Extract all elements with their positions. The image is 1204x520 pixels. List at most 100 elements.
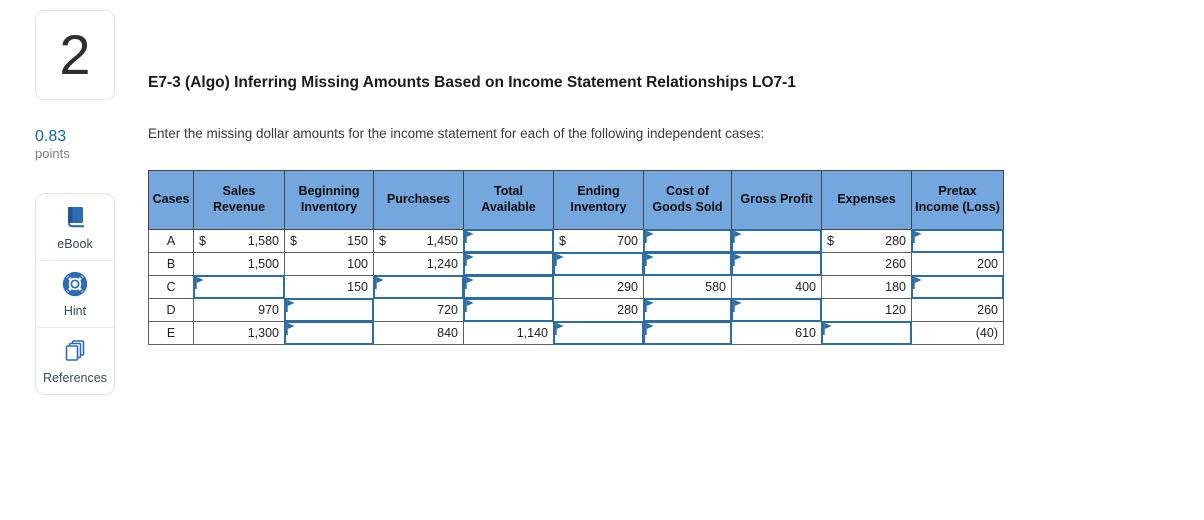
ebook-label: eBook <box>57 237 93 252</box>
amount-input-total-available-case-c[interactable] <box>463 275 554 299</box>
value-cell-purchases: 840 <box>373 321 464 345</box>
value-cell-beginning-inventory: 150 <box>284 275 374 299</box>
case-label: A <box>148 229 194 253</box>
value-cell-total-available: 1,140 <box>463 321 554 345</box>
currency-symbol: $ <box>290 234 297 248</box>
amount-input-pretax-income-loss-case-a[interactable] <box>911 229 1004 253</box>
value-cell-expenses: $280 <box>821 229 912 253</box>
hint-button[interactable]: Hint <box>36 260 114 327</box>
amount-value: 1,300 <box>247 326 279 340</box>
amount-input-purchases-case-c[interactable] <box>373 275 464 299</box>
amount-input-sales-revenue-case-c[interactable] <box>193 275 285 299</box>
amount-input-pretax-income-loss-case-c[interactable] <box>911 275 1004 299</box>
header-row: Cases Sales Revenue Beginning Inventory Pur… <box>148 170 1004 230</box>
tools-panel: eBook Hint <box>35 193 115 396</box>
value-cell-sales-revenue: 1,300 <box>193 321 285 345</box>
value-cell-expenses: 180 <box>821 275 912 299</box>
amount-value: 290 <box>617 280 638 294</box>
amount-input-expenses-case-e[interactable] <box>821 321 912 345</box>
column-header-total-available: Total Available <box>463 170 554 230</box>
column-header-purchases: Purchases <box>373 170 464 230</box>
amount-input-gross-profit-case-d[interactable] <box>731 298 822 322</box>
value-cell-gross-profit: 400 <box>731 275 822 299</box>
column-header-cost-of-goods-sold: Cost of Goods Sold <box>643 170 732 230</box>
amount-value: 700 <box>617 234 638 248</box>
input-cell-cost-of-goods-sold <box>643 252 732 276</box>
input-cell-cost-of-goods-sold <box>643 298 732 322</box>
value-cell-sales-revenue: 1,500 <box>193 252 285 276</box>
value-cell-purchases: 720 <box>373 298 464 322</box>
column-header-cases: Cases <box>148 170 194 230</box>
column-header-beginning-inventory: Beginning Inventory <box>284 170 374 230</box>
amount-value: 1,500 <box>247 257 279 271</box>
amount-value: 150 <box>347 234 368 248</box>
amount-value: 280 <box>617 303 638 317</box>
input-cell-beginning-inventory <box>284 321 374 345</box>
value-cell-cost-of-goods-sold: 580 <box>643 275 732 299</box>
input-cell-cost-of-goods-sold <box>643 229 732 253</box>
case-label: B <box>148 252 194 276</box>
amount-value: 150 <box>347 280 368 294</box>
amount-value: 200 <box>977 257 998 271</box>
amount-value: 400 <box>795 280 816 294</box>
currency-symbol: $ <box>379 234 386 248</box>
value-cell-purchases: 1,240 <box>373 252 464 276</box>
input-cell-total-available <box>463 252 554 276</box>
amount-input-ending-inventory-case-e[interactable] <box>553 321 644 345</box>
column-header-gross-profit: Gross Profit <box>731 170 822 230</box>
amount-value: 120 <box>885 303 906 317</box>
amount-input-gross-profit-case-b[interactable] <box>731 252 822 276</box>
case-row-c: C 150 290 580 400 180 <box>148 275 1004 299</box>
value-cell-sales-revenue: $1,580 <box>193 229 285 253</box>
amount-input-cost-of-goods-sold-case-d[interactable] <box>643 298 732 322</box>
value-cell-expenses: 120 <box>821 298 912 322</box>
question-number: 2 <box>59 23 91 86</box>
value-cell-beginning-inventory: 100 <box>284 252 374 276</box>
amount-input-total-available-case-b[interactable] <box>463 252 554 276</box>
value-cell-beginning-inventory: $150 <box>284 229 374 253</box>
input-cell-gross-profit <box>731 229 822 253</box>
input-cell-gross-profit <box>731 252 822 276</box>
ebook-icon <box>62 204 88 233</box>
references-icon <box>62 338 88 367</box>
value-cell-expenses: 260 <box>821 252 912 276</box>
amount-value: 970 <box>258 303 279 317</box>
amount-input-beginning-inventory-case-e[interactable] <box>284 321 374 345</box>
case-row-d: D 970 720 280 120 260 <box>148 298 1004 322</box>
value-cell-gross-profit: 610 <box>731 321 822 345</box>
instruction-text: Enter the missing dollar amounts for the… <box>148 126 765 141</box>
amount-input-cost-of-goods-sold-case-e[interactable] <box>643 321 732 345</box>
amount-value: 280 <box>885 234 906 248</box>
points-value: 0.83 <box>35 128 67 145</box>
amount-input-gross-profit-case-a[interactable] <box>731 229 822 253</box>
points-label: points <box>35 146 70 162</box>
value-cell-pretax-income-loss: (40) <box>911 321 1004 345</box>
column-header-ending-inventory: Ending Inventory <box>553 170 644 230</box>
input-cell-expenses <box>821 321 912 345</box>
amount-value: 840 <box>437 326 458 340</box>
amount-input-beginning-inventory-case-d[interactable] <box>284 298 374 322</box>
case-row-a: A $1,580 $150 $1,450 $700 $280 <box>148 229 1004 253</box>
income-statement-table-container: Cases Sales Revenue Beginning Inventory Pur… <box>148 170 1004 345</box>
input-cell-purchases <box>373 275 464 299</box>
amount-value: 260 <box>977 303 998 317</box>
ebook-button[interactable]: eBook <box>36 194 114 260</box>
case-label: D <box>148 298 194 322</box>
input-cell-total-available <box>463 275 554 299</box>
question-number-box: 2 <box>35 10 115 100</box>
amount-input-ending-inventory-case-b[interactable] <box>553 252 644 276</box>
amount-input-total-available-case-d[interactable] <box>463 298 554 322</box>
amount-input-cost-of-goods-sold-case-b[interactable] <box>643 252 732 276</box>
amount-input-total-available-case-a[interactable] <box>463 229 554 253</box>
case-label: E <box>148 321 194 345</box>
question-sidebar: 2 0.83 points eBook <box>35 10 115 396</box>
input-cell-ending-inventory <box>553 321 644 345</box>
amount-value: 610 <box>795 326 816 340</box>
value-cell-ending-inventory: 290 <box>553 275 644 299</box>
value-cell-pretax-income-loss: 260 <box>911 298 1004 322</box>
amount-input-cost-of-goods-sold-case-a[interactable] <box>643 229 732 253</box>
references-button[interactable]: References <box>36 327 114 394</box>
amount-value: 260 <box>885 257 906 271</box>
amount-value: 1,240 <box>426 257 458 271</box>
